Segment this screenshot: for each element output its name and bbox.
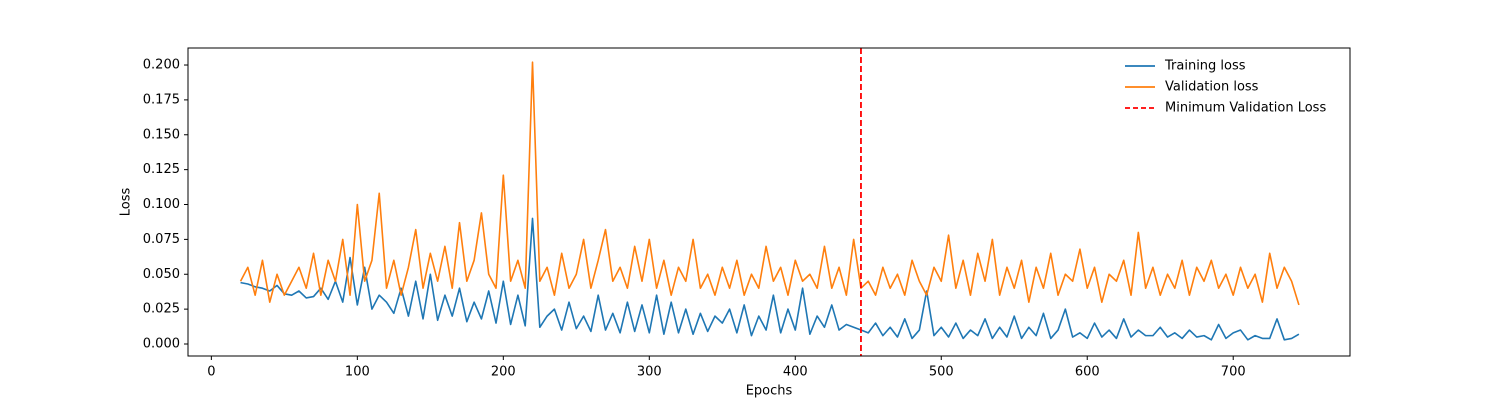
x-tick-label: 600 <box>1075 365 1100 380</box>
y-axis-label: Loss <box>119 188 134 217</box>
x-tick-label: 400 <box>783 365 808 380</box>
y-tick-label: 0.100 <box>143 197 180 212</box>
y-tick-label: 0.075 <box>143 232 180 247</box>
line-series <box>240 217 1300 341</box>
y-tick-label: 0.000 <box>143 337 180 352</box>
y-tick-label: 0.200 <box>143 58 180 73</box>
x-tick-label: 300 <box>637 365 662 380</box>
plot-frame <box>187 47 1351 357</box>
x-tick-label: 700 <box>1221 365 1246 380</box>
y-tick-label: 0.050 <box>143 267 180 282</box>
y-tick-label: 0.175 <box>143 92 180 107</box>
x-tick-label: 0 <box>207 365 215 380</box>
legend-label: Minimum Validation Loss <box>1165 101 1326 116</box>
y-tick-label: 0.125 <box>143 162 180 177</box>
legend-label: Training loss <box>1164 59 1246 74</box>
x-tick-label: 500 <box>929 365 954 380</box>
x-tick-label: 200 <box>491 365 516 380</box>
y-tick-label: 0.150 <box>143 127 180 142</box>
line-series <box>239 61 1300 306</box>
x-axis-label: Epochs <box>746 384 793 399</box>
legend-label: Validation loss <box>1165 80 1259 95</box>
y-tick-label: 0.025 <box>143 302 180 317</box>
x-tick-label: 100 <box>345 365 370 380</box>
